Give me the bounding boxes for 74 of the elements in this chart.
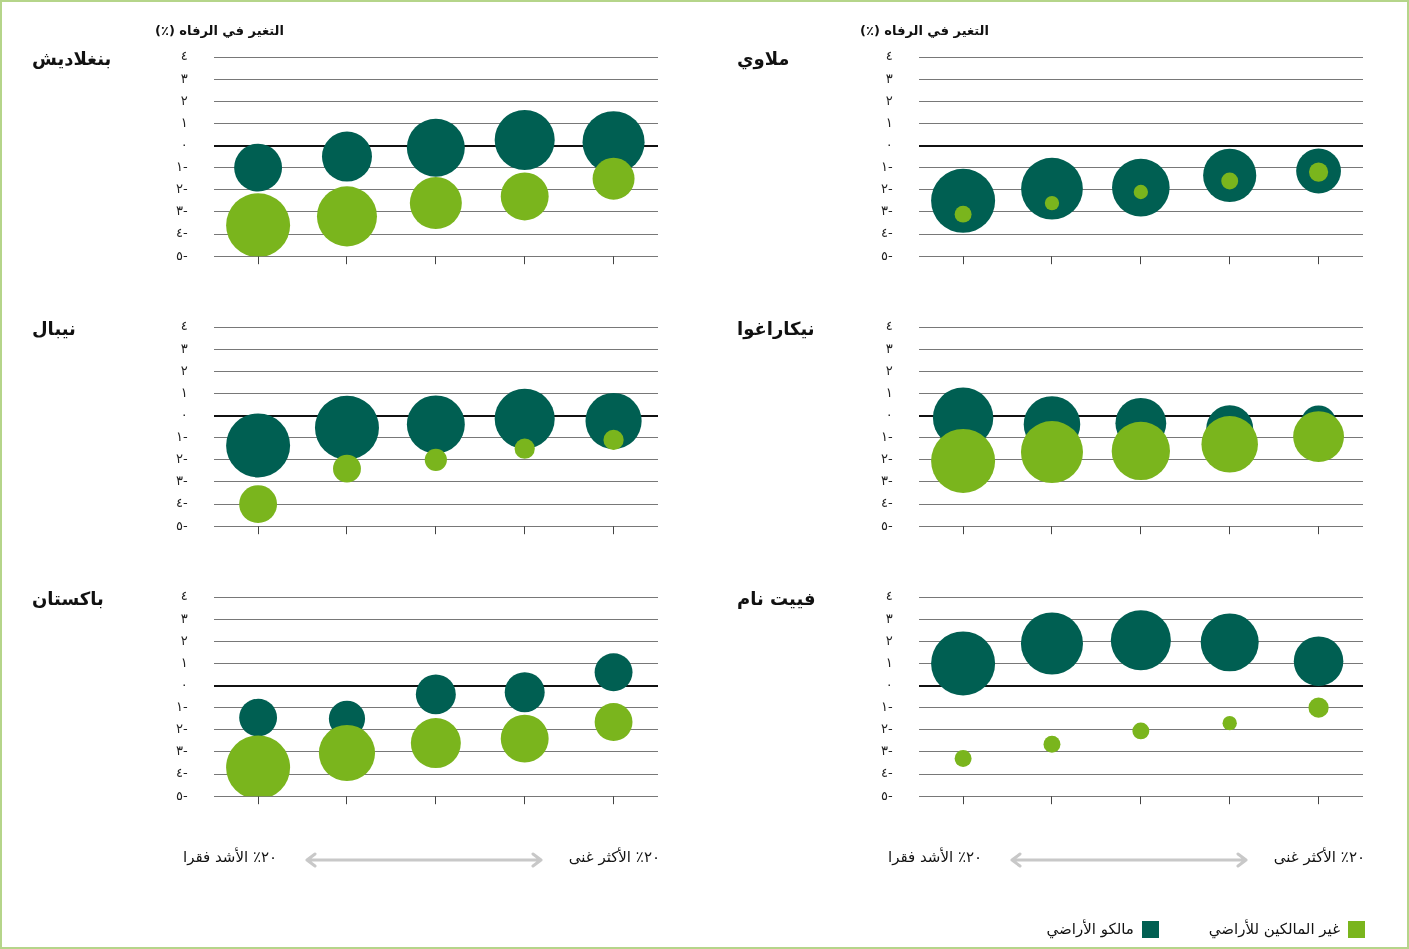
y-tick-label: ٤ <box>885 318 893 334</box>
y-tick-label: ٣- <box>880 743 893 759</box>
y-tick-label: ١- <box>880 699 893 715</box>
y-tick-label: ٠ <box>180 676 188 692</box>
y-tick-label: ١- <box>880 429 893 445</box>
y-tick-label: ٣ <box>180 340 188 356</box>
y-tick-label: ٤- <box>175 495 188 511</box>
y-tick-label: ٤ <box>180 588 188 604</box>
y-tick-label: ٠ <box>180 136 188 152</box>
y-tick-label: ٢ <box>885 92 893 108</box>
text: ملاوي <box>737 48 790 69</box>
y-tick-label: ٤- <box>880 765 893 781</box>
y-tick-label: ٣- <box>880 203 893 219</box>
y-tick-label: ١- <box>175 429 188 445</box>
y-tick-label: ٥- <box>175 517 188 533</box>
y-tick-label: ٤ <box>885 588 893 604</box>
y-tick-label: ٤ <box>180 48 188 64</box>
y-tick-label: ١ <box>180 654 188 670</box>
y-tick-label: ٥- <box>880 517 893 533</box>
y-tick-label: ٣ <box>180 70 188 86</box>
y-tick-label: ٢ <box>885 362 893 378</box>
y-tick-label: ٢- <box>175 181 188 197</box>
text: نيبال <box>32 318 76 339</box>
y-tick-label: ٢ <box>885 632 893 648</box>
y-tick-label: ٢- <box>880 451 893 467</box>
y-tick-label: ١ <box>180 384 188 400</box>
y-axis-title: التغير في الرفاه (٪) <box>155 23 284 38</box>
y-tick-label: ٢- <box>880 181 893 197</box>
y-tick-label: ٤ <box>180 318 188 334</box>
y-tick-label: ٣- <box>175 743 188 759</box>
y-tick-label: ٤- <box>880 225 893 241</box>
y-tick-label: ٠ <box>180 406 188 422</box>
y-tick-label: ٢- <box>175 451 188 467</box>
y-tick-label: ١ <box>885 114 893 130</box>
y-tick-label: ٣ <box>885 610 893 626</box>
legend-label: مالكو الأراضي <box>1046 920 1134 938</box>
text: ٢٠٪ الأشد فقرا <box>888 848 983 866</box>
y-tick-label: ٣- <box>880 473 893 489</box>
y-tick-label: ١- <box>175 699 188 715</box>
y-tick-label: ٣- <box>175 473 188 489</box>
y-tick-label: ٢- <box>880 721 893 737</box>
y-tick-label: ١- <box>880 159 893 175</box>
y-tick-label: ٠ <box>885 406 893 422</box>
y-tick-label: ١- <box>175 159 188 175</box>
y-tick-label: ٣ <box>885 70 893 86</box>
y-tick-label: ٤- <box>175 225 188 241</box>
chart-title: فييت نام <box>737 588 816 609</box>
y-tick-label: ٥- <box>880 247 893 263</box>
y-tick-label: ٠ <box>885 136 893 152</box>
chart-title: نيكاراغوا <box>737 318 815 339</box>
y-tick-label: ٤ <box>885 48 893 64</box>
y-tick-label: ٤- <box>880 495 893 511</box>
chart-title: بنغلاديش <box>32 48 112 69</box>
text: ٢٠٪ الأكثر غنى <box>1273 848 1365 866</box>
y-tick-label: ١ <box>885 384 893 400</box>
y-tick-label: ٢ <box>180 632 188 648</box>
y-tick-label: ٣- <box>175 203 188 219</box>
y-tick-label: ٣ <box>180 610 188 626</box>
y-axis-title: التغير في الرفاه (٪) <box>860 23 989 38</box>
text: باكستان <box>32 588 104 609</box>
y-tick-label: ٥- <box>175 787 188 803</box>
y-tick-label: ٠ <box>885 676 893 692</box>
y-tick-label: ٥- <box>175 247 188 263</box>
y-tick-label: ١ <box>885 654 893 670</box>
y-tick-label: ٢ <box>180 362 188 378</box>
y-tick-label: ٢ <box>180 92 188 108</box>
legend-label: غير المالكين للأراضي <box>1208 920 1340 938</box>
text: ٢٠٪ الأشد فقرا <box>183 848 278 866</box>
text: ٢٠٪ الأكثر غنى <box>568 848 660 866</box>
y-tick-label: ١ <box>180 114 188 130</box>
y-tick-label: ٢- <box>175 721 188 737</box>
y-tick-label: ٣ <box>885 340 893 356</box>
y-tick-label: ٥- <box>880 787 893 803</box>
y-tick-label: ٤- <box>175 765 188 781</box>
